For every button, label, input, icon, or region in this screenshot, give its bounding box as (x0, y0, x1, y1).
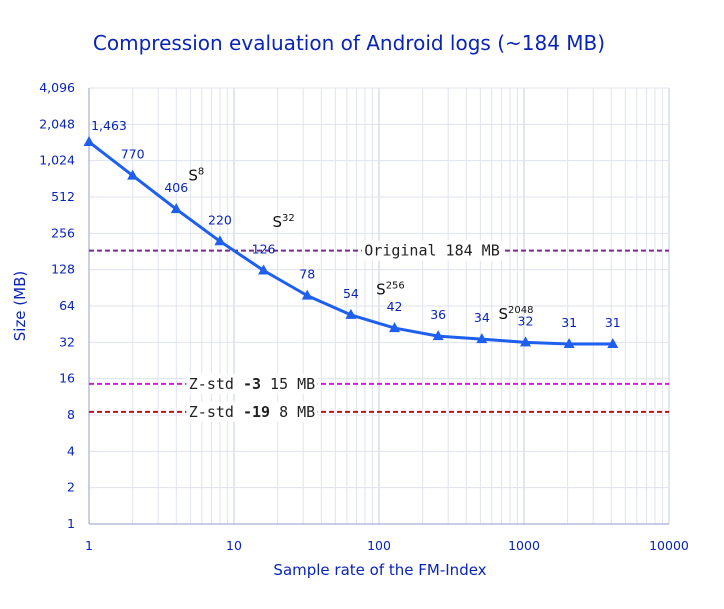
data-point-marker (258, 264, 270, 275)
annotation-base: S (273, 213, 283, 231)
reference-label-part: 8 MB (270, 403, 315, 421)
data-point-marker (563, 337, 575, 348)
annotation-superscript: 8 (198, 167, 204, 178)
y-tick-label: 16 (59, 371, 75, 386)
annotation-base: S (188, 167, 198, 185)
y-tick-label: 128 (51, 262, 75, 277)
reference-label-part: 15 MB (261, 375, 315, 393)
chart-title: Compression evaluation of Android logs (… (93, 31, 605, 55)
annotation-superscript: 256 (386, 280, 405, 291)
data-point-marker (83, 135, 95, 146)
y-tick-label: 8 (67, 407, 75, 422)
data-point-marker (432, 330, 444, 341)
data-label: 34 (474, 310, 490, 325)
reference-label-bg (186, 401, 318, 422)
data-label: 78 (299, 267, 315, 282)
annotation-superscript: 2048 (508, 305, 533, 316)
grid (88, 87, 670, 525)
data-label: 31 (605, 315, 621, 330)
reference-label-part: Z-std (189, 403, 243, 421)
data-point-marker (519, 336, 531, 347)
data-point-marker (170, 203, 182, 214)
annotation: S8 (188, 167, 204, 185)
annotation-base: S (376, 280, 386, 298)
data-point-marker (476, 333, 488, 344)
data-label: 42 (387, 299, 403, 314)
data-point-marker (389, 322, 401, 333)
y-tick-label: 4 (67, 443, 75, 458)
data-label: 406 (164, 180, 188, 195)
annotation: S256 (376, 280, 405, 298)
data-label: 32 (518, 313, 534, 328)
reference-label: Z-std -3 15 MB (189, 375, 315, 393)
y-tick-label: 2 (67, 480, 75, 495)
data-label: 54 (343, 286, 359, 301)
y-tick-label: 2,048 (39, 116, 75, 131)
y-tick-label: 512 (51, 189, 75, 204)
y-axis-title: Size (MB) (11, 271, 29, 342)
reference-label-part: -19 (243, 403, 270, 421)
y-tick-label: 1,024 (39, 153, 75, 168)
reference-label-bg (186, 373, 318, 394)
axes: 1 10 100 1000 10000 1 2 4 8 16 32 64 128 256 512 1,024 2… (39, 80, 689, 553)
data-point-marker (345, 308, 357, 319)
data-label: 770 (121, 147, 145, 162)
x-tick-label: 10000 (649, 538, 689, 553)
reference-label: Z-std -19 8 MB (189, 403, 315, 421)
data-point-marker (127, 169, 139, 180)
data-label: 1,463 (91, 118, 127, 133)
reference-label-bg (361, 240, 503, 261)
data-point-marker (301, 289, 313, 300)
y-tick-label: 1 (67, 516, 75, 531)
data-label: 31 (561, 315, 577, 330)
x-tick-label: 10 (226, 538, 242, 553)
series (83, 135, 619, 348)
x-tick-label: 100 (367, 538, 391, 553)
data-label: 36 (430, 307, 446, 322)
data-label: 220 (208, 212, 232, 227)
data-point-marker (214, 235, 226, 246)
reference-label: Original 184 MB (364, 242, 499, 260)
y-tick-label: 64 (59, 298, 75, 313)
data-label: 126 (252, 241, 276, 256)
annotation: S2048 (498, 305, 533, 323)
x-tick-label: 1000 (508, 538, 540, 553)
reference-label-part: -3 (243, 375, 261, 393)
reference-lines: Original 184 MBZ-std -3 15 MBZ-std -19 8… (89, 240, 669, 422)
reference-label-part: Original 184 MB (364, 242, 499, 260)
x-axis-title: Sample rate of the FM-Index (273, 561, 486, 579)
y-tick-label: 32 (59, 334, 75, 349)
annotation-superscript: 32 (282, 213, 295, 224)
data-point-marker (607, 337, 619, 348)
y-tick-label: 256 (51, 225, 75, 240)
y-tick-label: 4,096 (39, 80, 75, 95)
annotation: S32 (273, 213, 295, 231)
x-tick-label: 1 (85, 538, 93, 553)
annotation-base: S (498, 305, 508, 323)
data-labels: 1,463 770 406 220 126 78 54 42 36 34 32 31 31 (91, 118, 621, 330)
reference-label-part: Z-std (189, 375, 243, 393)
